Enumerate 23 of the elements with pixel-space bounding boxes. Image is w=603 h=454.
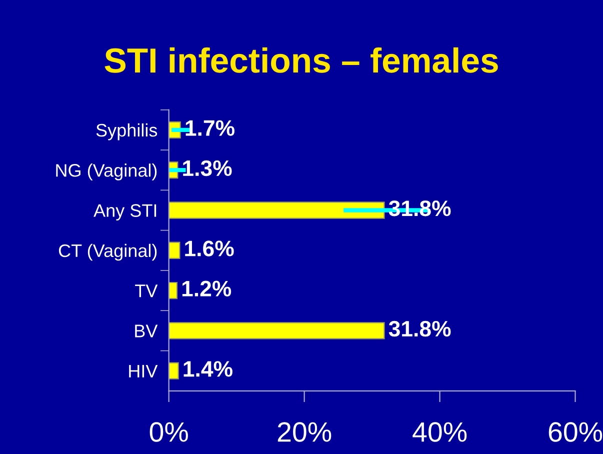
y-tick-label: HIV — [129, 364, 158, 378]
y-tick-label: Any STI — [94, 204, 156, 221]
x-tick-label: 20% — [278, 422, 332, 442]
chart-title: STI infections – females — [104, 47, 498, 73]
y-tick-label: Syphilis — [96, 123, 158, 140]
bar — [168, 202, 385, 219]
data-label: 1.3% — [183, 160, 232, 176]
x-tick-label: 60% — [548, 422, 602, 442]
data-label: 1.2% — [182, 280, 232, 296]
x-tick-label: 40% — [412, 422, 467, 442]
bar — [168, 282, 178, 300]
y-tick-label: BV — [135, 324, 158, 338]
data-label: 31.8% — [388, 320, 451, 337]
data-label: 1.4% — [184, 361, 232, 377]
data-label: 1.6% — [185, 240, 234, 256]
bar — [168, 242, 180, 259]
y-tick-label: CT (Vaginal) — [58, 244, 157, 261]
y-tick-label: NG (Vaginal) — [56, 164, 157, 180]
y-tick-label: TV — [135, 284, 158, 298]
bar — [168, 362, 179, 380]
data-label: 1.7% — [186, 120, 234, 136]
bar — [168, 322, 385, 340]
x-tick-label: 0% — [150, 422, 188, 442]
